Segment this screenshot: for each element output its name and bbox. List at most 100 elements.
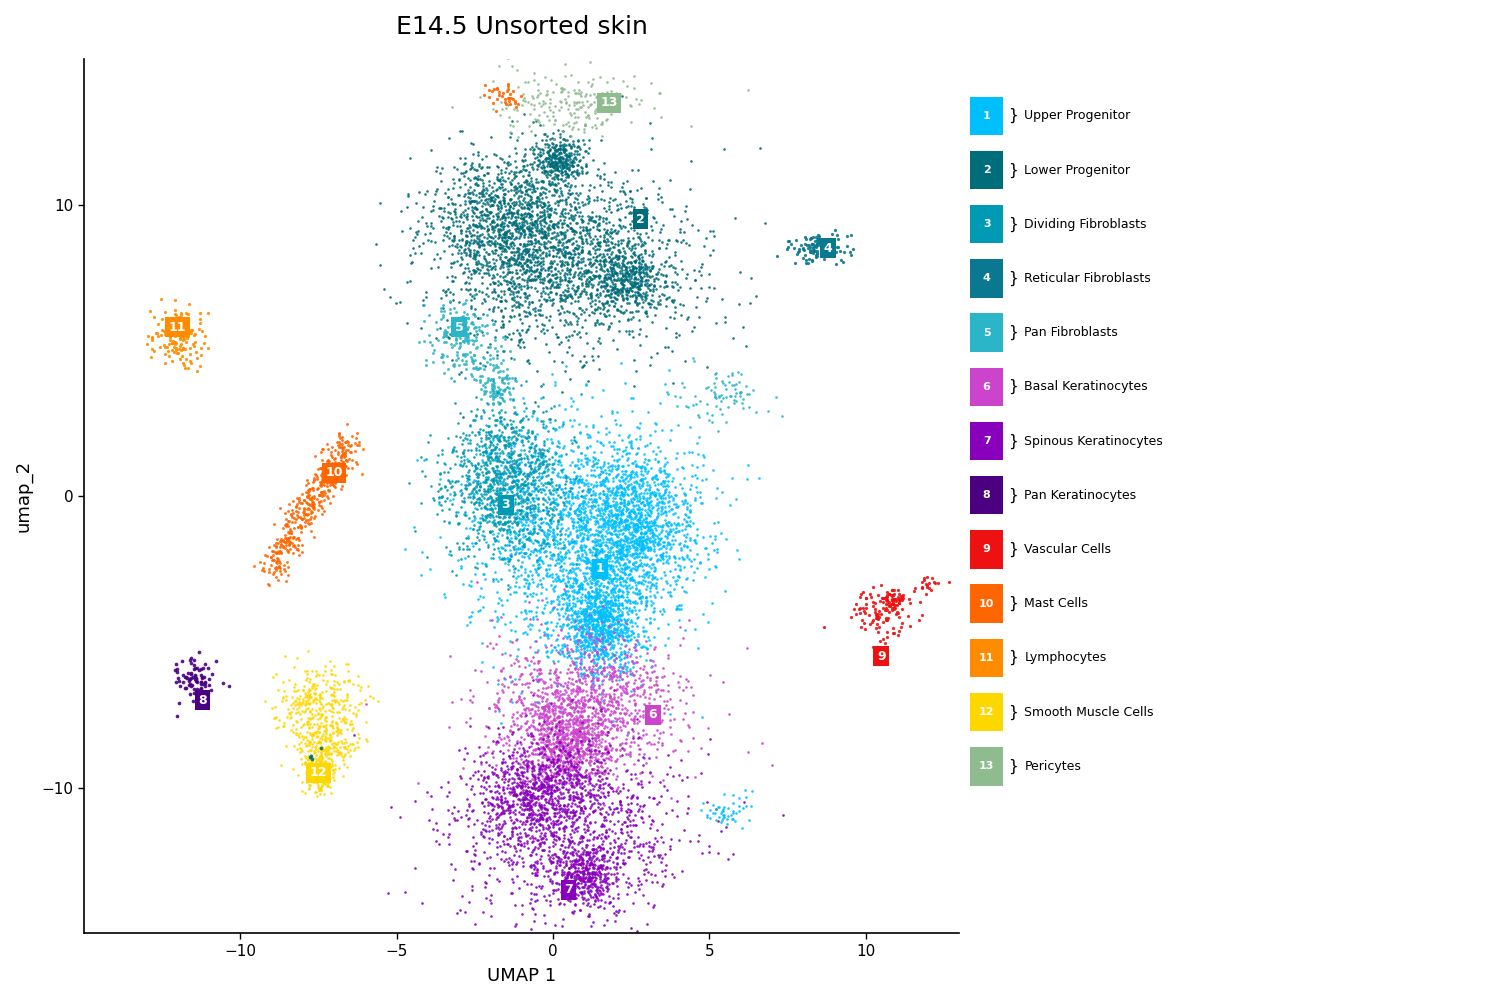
Point xyxy=(550,384,574,400)
Point xyxy=(546,751,570,767)
Point xyxy=(625,715,649,731)
Point xyxy=(531,450,555,466)
Point xyxy=(568,577,592,593)
Point xyxy=(544,754,568,770)
Point xyxy=(529,749,553,765)
Point xyxy=(526,791,550,807)
Point xyxy=(592,703,616,719)
Point xyxy=(540,815,564,831)
Point xyxy=(808,233,832,249)
Point xyxy=(432,326,456,342)
Point xyxy=(586,557,610,573)
Point xyxy=(273,648,297,664)
Point xyxy=(321,666,345,682)
Point xyxy=(504,299,528,315)
Point xyxy=(502,435,526,451)
Point xyxy=(574,276,598,292)
Point xyxy=(610,532,634,548)
Point xyxy=(541,593,565,609)
Point xyxy=(322,757,346,773)
Point xyxy=(583,682,607,698)
Point xyxy=(582,606,606,622)
Point xyxy=(567,684,591,700)
Point xyxy=(451,444,475,460)
Point xyxy=(502,787,526,803)
Point xyxy=(664,487,688,503)
Point xyxy=(507,502,531,518)
Point xyxy=(474,890,498,906)
Point xyxy=(477,187,501,203)
Point xyxy=(496,438,520,454)
Point xyxy=(549,797,573,813)
Point xyxy=(561,839,585,855)
Point xyxy=(633,256,657,272)
Point xyxy=(478,254,502,270)
Point xyxy=(597,629,621,645)
Point xyxy=(604,510,628,526)
Point xyxy=(619,534,643,550)
Point xyxy=(552,154,576,170)
Point xyxy=(480,759,504,775)
Point xyxy=(520,745,544,761)
Point xyxy=(556,167,580,183)
Point xyxy=(883,591,907,607)
Point xyxy=(435,228,459,244)
Point xyxy=(636,515,660,531)
Point xyxy=(541,801,565,817)
Point xyxy=(471,507,495,523)
Point xyxy=(541,653,565,669)
Point xyxy=(559,641,583,657)
Point xyxy=(492,316,516,332)
Point xyxy=(433,493,457,509)
Point xyxy=(306,769,330,785)
Point xyxy=(573,570,597,586)
Point xyxy=(613,528,637,544)
Point xyxy=(303,770,327,786)
Point xyxy=(532,223,556,239)
Point xyxy=(483,235,507,251)
Point xyxy=(451,494,475,510)
Point xyxy=(561,722,585,738)
Point xyxy=(493,249,517,265)
Point xyxy=(499,718,523,734)
Point xyxy=(508,806,532,822)
Point xyxy=(567,618,591,634)
Point xyxy=(543,147,567,163)
Point xyxy=(478,892,502,908)
Point xyxy=(664,598,688,614)
Point xyxy=(490,313,514,329)
Point xyxy=(316,761,340,777)
Point xyxy=(265,550,289,566)
Point xyxy=(561,777,585,793)
Point xyxy=(367,257,391,273)
Point xyxy=(481,245,505,261)
Point xyxy=(390,203,414,219)
Point xyxy=(523,797,547,813)
Point xyxy=(454,802,478,818)
Point xyxy=(177,677,201,693)
Point xyxy=(556,316,580,332)
Point xyxy=(631,494,655,510)
Point xyxy=(487,551,511,567)
Point xyxy=(295,743,319,759)
Point xyxy=(739,270,763,286)
Point xyxy=(294,729,318,745)
Point xyxy=(549,448,573,464)
Point xyxy=(583,292,607,308)
Point xyxy=(265,560,289,576)
Point xyxy=(857,616,881,632)
Point xyxy=(489,302,513,318)
Point xyxy=(595,607,619,623)
Point xyxy=(624,581,648,597)
Point xyxy=(520,789,544,805)
Point xyxy=(592,473,616,489)
Point xyxy=(331,752,355,768)
Point xyxy=(589,724,613,740)
Point xyxy=(450,206,474,222)
Point xyxy=(589,691,613,707)
Point xyxy=(547,736,571,752)
Point xyxy=(526,363,550,379)
Point xyxy=(552,142,576,158)
Point xyxy=(322,739,346,755)
Point xyxy=(493,645,517,661)
